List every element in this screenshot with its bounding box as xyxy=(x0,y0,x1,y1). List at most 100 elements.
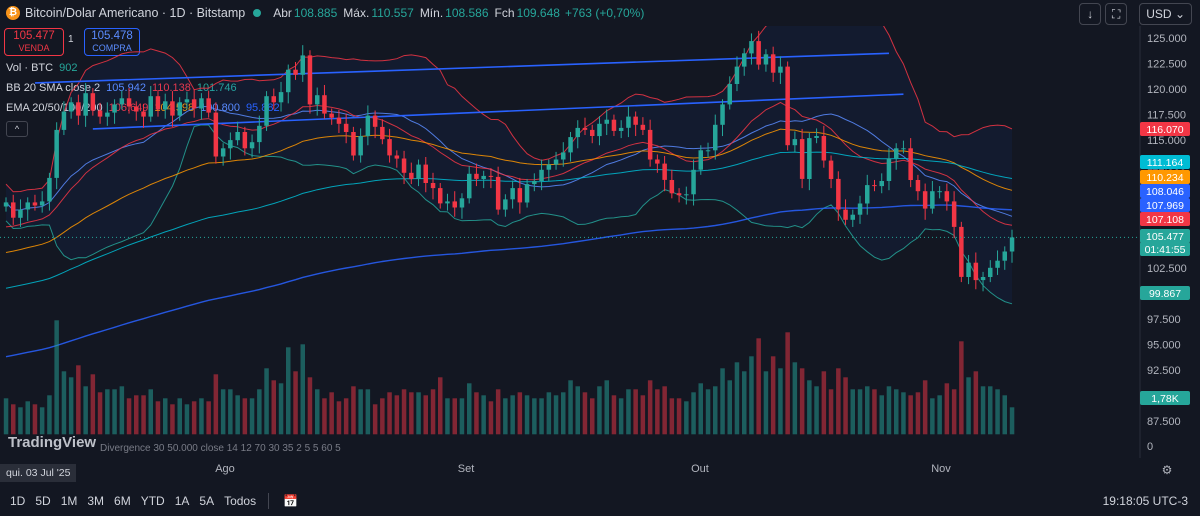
candle[interactable] xyxy=(213,112,219,157)
candle[interactable] xyxy=(1002,251,1008,261)
candle[interactable] xyxy=(61,111,67,130)
candle[interactable] xyxy=(922,191,928,209)
candle[interactable] xyxy=(995,260,1000,268)
candle[interactable] xyxy=(937,191,942,193)
candle[interactable] xyxy=(901,148,906,150)
candle[interactable] xyxy=(68,102,74,112)
candle[interactable] xyxy=(257,125,262,143)
candle[interactable] xyxy=(199,98,204,109)
candle[interactable] xyxy=(611,119,617,131)
candle[interactable] xyxy=(235,132,240,141)
candle[interactable] xyxy=(358,136,363,156)
candle[interactable] xyxy=(365,115,371,136)
candle[interactable] xyxy=(300,55,306,75)
candle[interactable] xyxy=(39,201,45,206)
candle[interactable] xyxy=(510,188,515,200)
currency-select[interactable]: USD ⌄ xyxy=(1139,3,1192,25)
candle[interactable] xyxy=(915,180,921,192)
timeframe-5a[interactable]: 5A xyxy=(199,494,215,508)
candle[interactable] xyxy=(691,169,696,195)
candle[interactable] xyxy=(307,55,313,105)
candle[interactable] xyxy=(655,159,660,164)
candle[interactable] xyxy=(264,96,269,126)
candle[interactable] xyxy=(184,99,190,103)
candle[interactable] xyxy=(944,191,950,202)
candle[interactable] xyxy=(676,193,682,196)
candle[interactable] xyxy=(76,102,81,116)
candle[interactable] xyxy=(467,173,472,199)
candle[interactable] xyxy=(438,188,443,204)
candle[interactable] xyxy=(590,129,595,136)
candle[interactable] xyxy=(163,101,168,110)
candle[interactable] xyxy=(604,119,610,124)
candle[interactable] xyxy=(54,129,59,178)
candle[interactable] xyxy=(249,142,255,149)
candle[interactable] xyxy=(770,54,776,73)
candle[interactable] xyxy=(423,164,429,183)
candle[interactable] xyxy=(749,41,754,54)
candle[interactable] xyxy=(843,209,848,220)
candle[interactable] xyxy=(582,127,588,130)
candle[interactable] xyxy=(640,124,646,130)
candle[interactable] xyxy=(836,178,841,210)
candle[interactable] xyxy=(351,132,356,156)
candle[interactable] xyxy=(698,150,704,170)
candle[interactable] xyxy=(828,160,834,179)
collapse-legend-icon[interactable]: ^ xyxy=(6,121,28,137)
candle[interactable] xyxy=(380,126,385,140)
candle[interactable] xyxy=(387,139,392,156)
price-chart[interactable]: 125.000122.500120.000117.500115.000112.5… xyxy=(0,26,1200,484)
candle[interactable] xyxy=(18,209,23,218)
candle[interactable] xyxy=(459,198,465,208)
candle[interactable] xyxy=(539,169,544,181)
candle[interactable] xyxy=(821,136,827,161)
candle[interactable] xyxy=(669,180,675,194)
candle[interactable] xyxy=(141,111,146,117)
candle[interactable] xyxy=(278,92,284,103)
candle[interactable] xyxy=(705,150,711,152)
candle[interactable] xyxy=(763,54,769,65)
candle[interactable] xyxy=(618,127,624,131)
candle[interactable] xyxy=(561,152,566,160)
candle[interactable] xyxy=(430,183,436,189)
candle[interactable] xyxy=(134,106,139,112)
candle[interactable] xyxy=(524,184,530,203)
candle[interactable] xyxy=(83,93,88,116)
candle[interactable] xyxy=(32,202,38,206)
sell-button[interactable]: 105.477 VENDA xyxy=(4,28,64,56)
candle[interactable] xyxy=(228,140,233,149)
candle[interactable] xyxy=(973,262,979,281)
timeframe-3m[interactable]: 3M xyxy=(87,494,105,508)
candle[interactable] xyxy=(980,277,986,281)
candle[interactable] xyxy=(597,123,602,137)
candle[interactable] xyxy=(206,98,211,113)
candle[interactable] xyxy=(329,113,334,118)
candle[interactable] xyxy=(553,159,559,165)
candle[interactable] xyxy=(647,129,653,160)
candle[interactable] xyxy=(394,155,400,159)
candle[interactable] xyxy=(966,262,971,277)
candle[interactable] xyxy=(336,117,342,124)
candle[interactable] xyxy=(97,110,103,117)
candle[interactable] xyxy=(633,116,638,125)
candle[interactable] xyxy=(568,137,573,153)
timeframe-ytd[interactable]: YTD xyxy=(140,494,165,508)
candle[interactable] xyxy=(814,136,819,138)
timeframe-5d[interactable]: 5D xyxy=(35,494,51,508)
candle[interactable] xyxy=(170,101,175,116)
candle[interactable] xyxy=(517,188,523,203)
candle[interactable] xyxy=(720,104,725,125)
candle[interactable] xyxy=(220,148,226,157)
candle[interactable] xyxy=(879,181,885,187)
settings-gear-icon[interactable]: ⚙ xyxy=(1162,463,1173,477)
candle[interactable] xyxy=(126,98,132,107)
candle[interactable] xyxy=(271,96,277,103)
timeframe-todos[interactable]: Todos xyxy=(224,494,257,508)
symbol-title[interactable]: Bitcoin/Dolar Americano · 1D · Bitstamp xyxy=(25,6,246,20)
candle[interactable] xyxy=(3,202,9,207)
candle[interactable] xyxy=(857,203,863,215)
candle[interactable] xyxy=(155,96,161,110)
legend-volume[interactable]: Vol · BTC 902 xyxy=(6,62,83,74)
candle[interactable] xyxy=(293,69,298,75)
timeframe-1d[interactable]: 1D xyxy=(10,494,26,508)
